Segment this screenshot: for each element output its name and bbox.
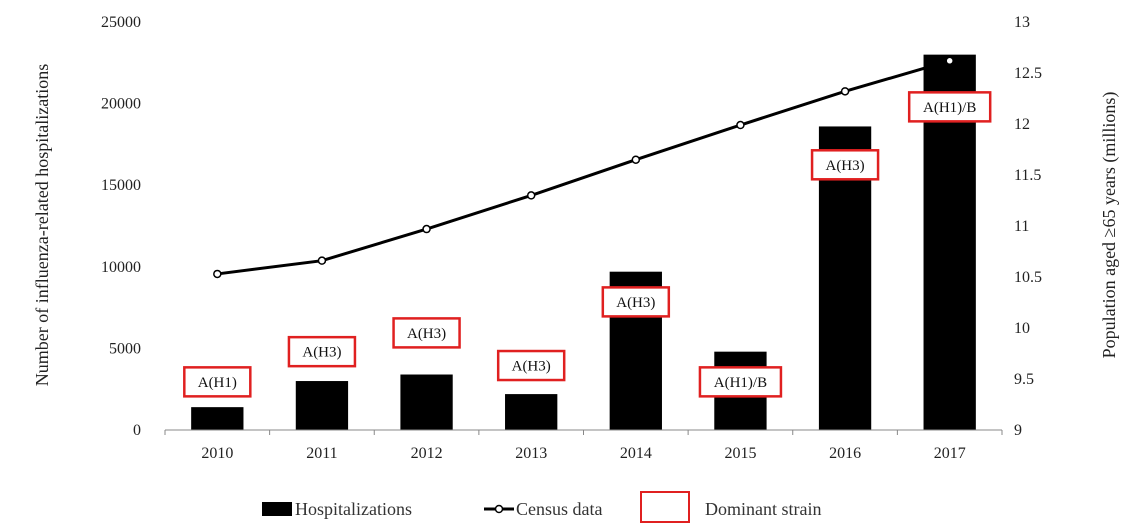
census-line <box>213 56 954 279</box>
strain-box-2011 <box>287 335 357 368</box>
legend: Hospitalizations Census data Dominant st… <box>262 491 821 523</box>
y-tick-label: 20000 <box>101 96 141 113</box>
x-tick-label: 2015 <box>724 445 756 462</box>
bar-2011 <box>295 381 349 430</box>
census-point-2010 <box>213 269 222 279</box>
x-axis-ticks: 2010 2011 2012 2013 2014 2015 2016 2017 <box>164 430 1003 462</box>
y2-tick-label: 13 <box>1014 14 1030 31</box>
strain-label-2014: A(H3) <box>616 295 655 311</box>
y-axis-title: Number of influenza-related hospitalizat… <box>32 64 52 386</box>
strain-box-2013 <box>496 349 566 382</box>
y2-tick-label: 11 <box>1014 218 1029 235</box>
census-point-2012 <box>422 224 431 234</box>
legend-strain-swatch <box>640 491 690 523</box>
x-tick-label: 2013 <box>515 445 547 462</box>
bar-2013 <box>505 394 558 430</box>
y-tick-label: 0 <box>133 422 141 439</box>
bar-2012 <box>400 374 453 430</box>
strain-box-2017 <box>907 91 992 123</box>
y2-tick-label: 12 <box>1014 116 1030 133</box>
census-point-2016 <box>840 87 850 96</box>
x-tick-label: 2010 <box>201 445 233 462</box>
y2-tick-label: 10.5 <box>1014 269 1042 286</box>
census-point-2017 <box>945 56 954 66</box>
x-tick-label: 2011 <box>306 445 337 462</box>
census-line-path <box>217 59 951 276</box>
y-tick-label: 15000 <box>101 177 141 194</box>
strain-labels: A(H1) A(H3) A(H3) A(H3) A(H3) A(H1)/B A(H3) A(H… <box>183 91 992 398</box>
y-axis-ticks: 0 5000 10000 15000 20000 25000 <box>101 14 141 439</box>
strain-label-2012: A(H3) <box>407 326 446 342</box>
legend-line-marker <box>494 504 504 514</box>
y2-axis-title: Population aged ≥65 years (millions) <box>1099 92 1120 359</box>
strain-box-2010 <box>183 366 252 398</box>
legend-bar-label: Hospitalizations <box>295 499 412 519</box>
y2-tick-label: 9.5 <box>1014 371 1034 388</box>
strain-box-2014 <box>601 286 671 318</box>
strain-box-2012 <box>392 317 461 349</box>
legend-line-label: Census data <box>516 499 602 519</box>
census-point-2015 <box>736 120 745 130</box>
strain-label-2010: A(H1) <box>198 375 237 391</box>
census-point-2014 <box>631 155 641 164</box>
x-tick-label: 2012 <box>411 445 443 462</box>
legend-strain-label: Dominant strain <box>705 499 821 519</box>
y2-tick-label: 10 <box>1014 320 1030 337</box>
y2-axis-ticks: 9 9.5 10 10.5 11 11.5 12 12.5 13 <box>1014 14 1042 439</box>
strain-label-2016: A(H3) <box>825 158 864 174</box>
x-tick-label: 2014 <box>620 445 652 462</box>
strain-box-2016 <box>810 149 880 181</box>
strain-label-2013: A(H3) <box>512 359 551 375</box>
legend-bar-swatch <box>262 502 292 516</box>
strain-label-2011: A(H3) <box>302 345 341 361</box>
y2-tick-label: 11.5 <box>1014 167 1041 184</box>
strain-label-2015: A(H1)/B <box>714 375 767 391</box>
y2-tick-label: 12.5 <box>1014 65 1042 82</box>
x-tick-label: 2017 <box>934 445 966 462</box>
y-tick-label: 25000 <box>101 14 141 31</box>
strain-label-2017: A(H1)/B <box>923 100 976 116</box>
strain-box-2015 <box>698 366 783 398</box>
y-tick-label: 10000 <box>101 259 141 276</box>
bar-2010 <box>191 407 244 430</box>
census-point-2013 <box>526 191 536 200</box>
y2-tick-label: 9 <box>1014 422 1022 439</box>
x-tick-label: 2016 <box>829 445 861 462</box>
bars <box>191 54 976 430</box>
census-point-2011 <box>317 256 327 265</box>
y-tick-label: 5000 <box>109 340 141 357</box>
